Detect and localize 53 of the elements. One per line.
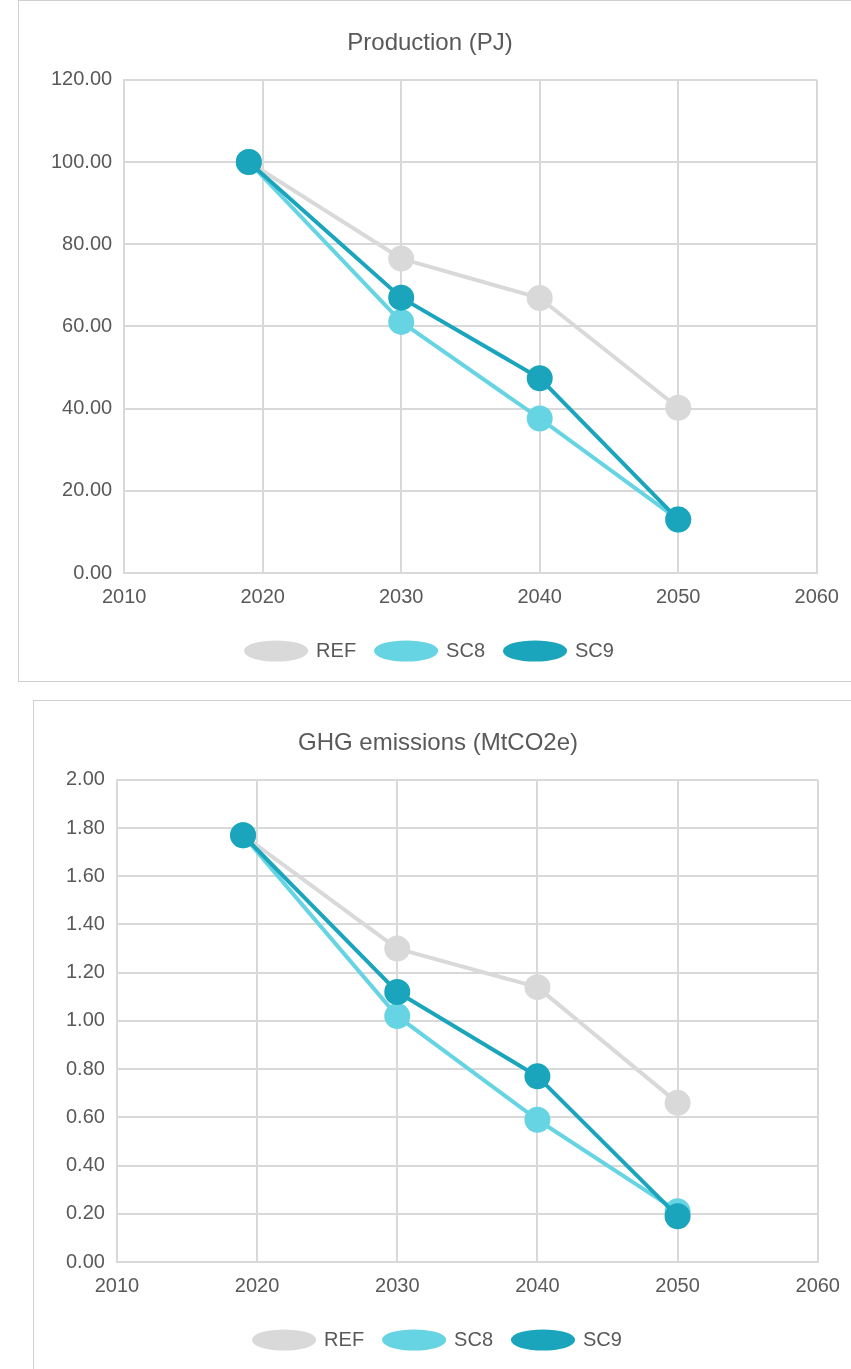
legend-label: SC8 [454, 1327, 493, 1350]
y-tick-label: 2.00 [65, 767, 105, 790]
y-tick-label: 1.40 [65, 911, 105, 934]
legend-label: SC9 [575, 638, 614, 661]
y-tick-label: 1.60 [65, 863, 105, 886]
legend-label: REF [324, 1327, 365, 1350]
y-tick-label: 0.00 [65, 1249, 105, 1272]
chart-title: Production (PJ) [347, 28, 513, 56]
x-tick-label: 2060 [794, 584, 839, 607]
point [526, 405, 553, 432]
y-tick-label: 1.20 [65, 960, 105, 983]
x-tick-label: 2030 [378, 584, 424, 607]
legend-label: SC8 [446, 638, 485, 661]
point [526, 285, 553, 312]
y-tick-label: 100.00 [51, 149, 113, 172]
point [664, 1203, 691, 1230]
x-tick-label: 2010 [101, 584, 147, 607]
x-tick-label: 2020 [240, 584, 285, 607]
point [664, 1089, 691, 1116]
point [384, 935, 411, 962]
point [524, 1106, 551, 1133]
y-tick-label: 0.00 [73, 560, 113, 583]
point [388, 245, 415, 272]
point [388, 284, 415, 311]
point [384, 978, 411, 1005]
x-tick-label: 2050 [655, 584, 701, 607]
y-tick-label: 20.00 [62, 478, 113, 501]
y-tick-label: 0.20 [65, 1201, 105, 1224]
point [388, 308, 415, 335]
x-tick-label: 2040 [515, 1273, 560, 1296]
point [524, 1063, 551, 1090]
y-tick-label: 1.00 [65, 1008, 105, 1031]
legend-label: REF [316, 638, 357, 661]
y-tick-label: 80.00 [62, 231, 113, 254]
x-tick-label: 2010 [94, 1273, 140, 1296]
y-tick-label: 120.00 [51, 67, 113, 90]
chart-title: GHG emissions (MtCO2e) [297, 728, 579, 756]
y-tick-label: 40.00 [62, 396, 113, 419]
y-tick-label: 0.60 [65, 1104, 105, 1127]
y-tick-label: 0.80 [65, 1056, 105, 1079]
point [524, 974, 551, 1001]
point [526, 365, 553, 392]
y-tick-label: 60.00 [62, 313, 113, 336]
x-tick-label: 2040 [517, 584, 562, 607]
point [665, 394, 692, 421]
x-tick-label: 2030 [375, 1273, 420, 1296]
x-tick-label: 2050 [655, 1273, 700, 1296]
legend-label: SC9 [583, 1327, 622, 1350]
x-tick-label: 2060 [795, 1273, 840, 1296]
y-tick-label: 0.40 [65, 1153, 105, 1176]
y-tick-label: 1.80 [65, 815, 105, 838]
x-tick-label: 2020 [234, 1273, 280, 1296]
point [384, 1003, 411, 1030]
